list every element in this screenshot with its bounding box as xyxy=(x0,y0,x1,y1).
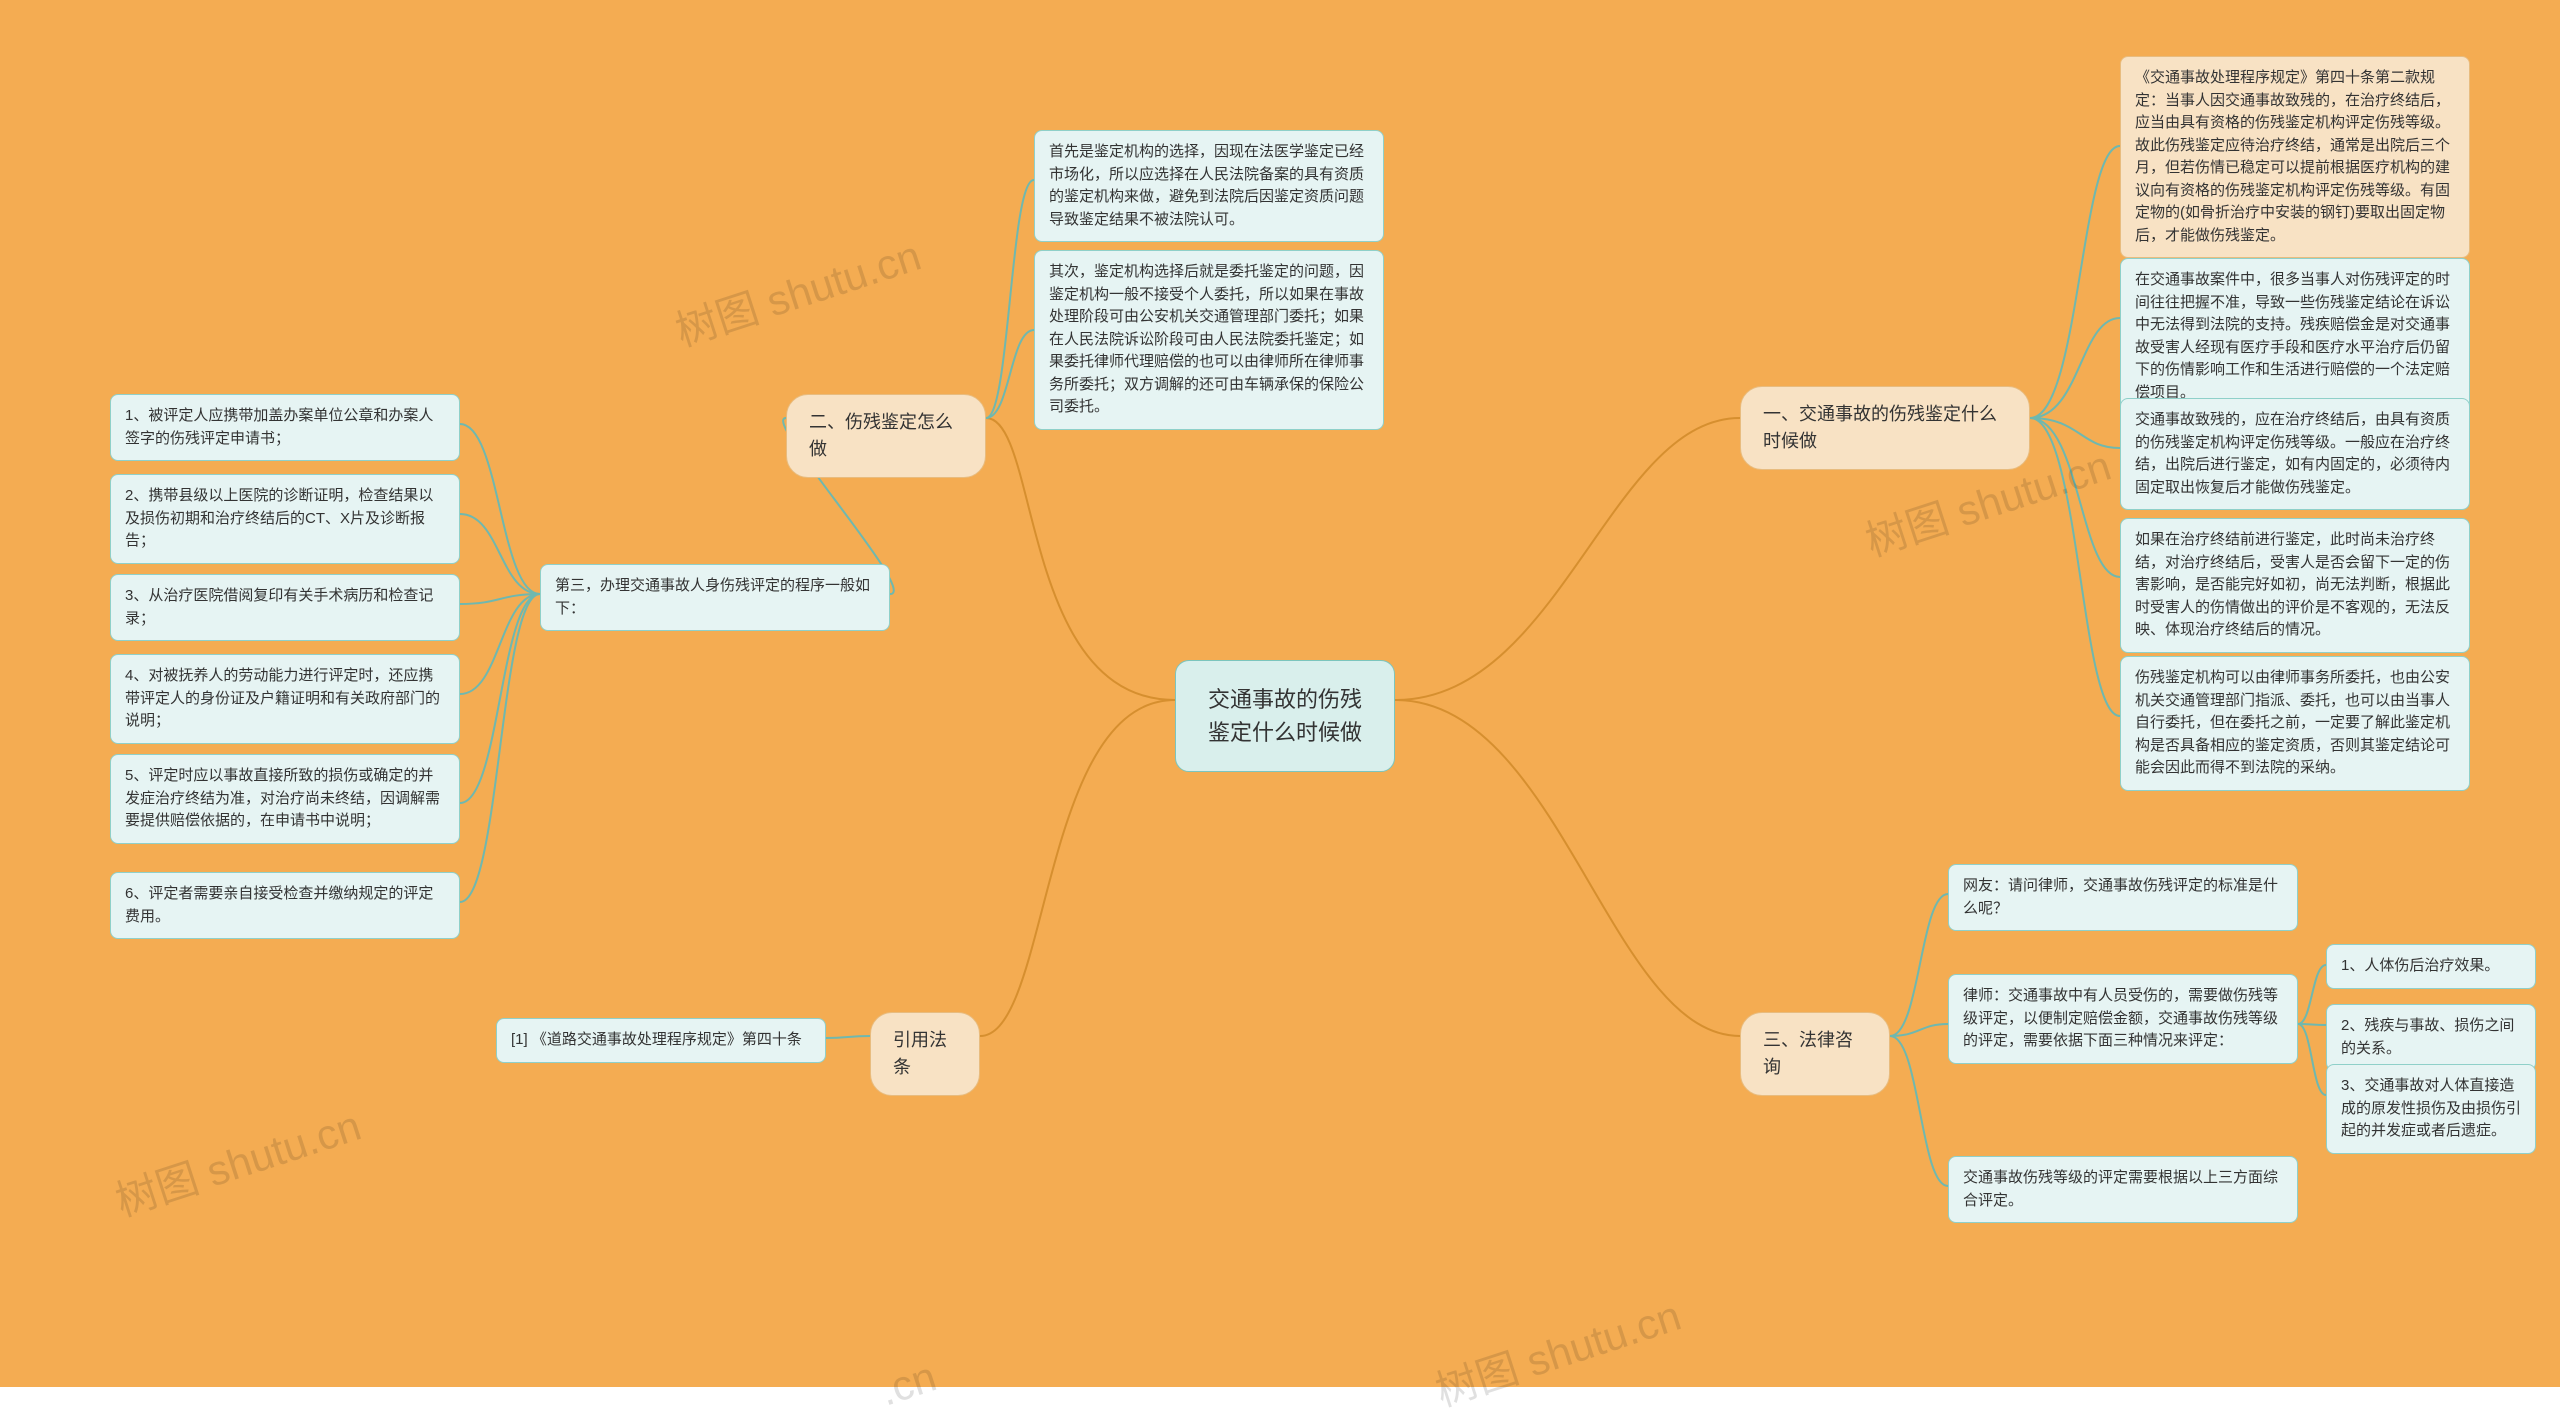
leaf-node[interactable]: 1、被评定人应携带加盖办案单位公章和办案人签字的伤残评定申请书； xyxy=(110,394,460,461)
mindmap-canvas: 交通事故的伤残鉴定什么时候做 一、交通事故的伤残鉴定什么时候做 二、伤残鉴定怎么做三… xyxy=(0,0,2560,1387)
leaf-node[interactable]: 3、从治疗医院借阅复印有关手术病历和检查记录； xyxy=(110,574,460,641)
watermark: 树图 shutu.cn xyxy=(107,1092,368,1229)
leaf-node[interactable]: 交通事故伤残等级的评定需要根据以上三方面综合评定。 xyxy=(1948,1156,2298,1223)
leaf-node[interactable]: 其次，鉴定机构选择后就是委托鉴定的问题，因鉴定机构一般不接受个人委托，所以如果在… xyxy=(1034,250,1384,430)
leaf-node[interactable]: [1] 《道路交通事故处理程序规定》第四十条 xyxy=(496,1018,826,1063)
leaf-node[interactable]: 首先是鉴定机构的选择，因现在法医学鉴定已经市场化，所以应选择在人民法院备案的具有… xyxy=(1034,130,1384,242)
leaf-node[interactable]: 在交通事故案件中，很多当事人对伤残评定的时间往往把握不准，导致一些伤残鉴定结论在… xyxy=(2120,258,2470,415)
watermark: 树图 shutu.cn xyxy=(667,222,928,359)
center-topic[interactable]: 交通事故的伤残鉴定什么时候做 xyxy=(1175,660,1395,772)
leaf-node[interactable]: 6、评定者需要亲自接受检查并缴纳规定的评定费用。 xyxy=(110,872,460,939)
branch-node[interactable]: 引用法条 xyxy=(870,1012,980,1096)
leaf-node[interactable]: 2、携带县级以上医院的诊断证明，检查结果以及损伤初期和治疗终结后的CT、X片及诊… xyxy=(110,474,460,564)
leaf-node[interactable]: 《交通事故处理程序规定》第四十条第二款规定：当事人因交通事故致残的，在治疗终结后… xyxy=(2120,56,2470,258)
leaf-node[interactable]: 网友：请问律师，交通事故伤残评定的标准是什么呢？ xyxy=(1948,864,2298,931)
leaf-node[interactable]: 3、交通事故对人体直接造成的原发性损伤及由损伤引起的并发症或者后遗症。 xyxy=(2326,1064,2536,1154)
leaf-node[interactable]: 2、残疾与事故、损伤之间的关系。 xyxy=(2326,1004,2536,1071)
leaf-node[interactable]: 如果在治疗终结前进行鉴定，此时尚未治疗终结，对治疗终结后，受害人是否会留下一定的… xyxy=(2120,518,2470,653)
leaf-node[interactable]: 律师：交通事故中有人员受伤的，需要做伤残等级评定，以便制定赔偿金额，交通事故伤残… xyxy=(1948,974,2298,1064)
leaf-node[interactable]: 1、人体伤后治疗效果。 xyxy=(2326,944,2536,989)
leaf-node[interactable]: 4、对被抚养人的劳动能力进行评定时，还应携带评定人的身份证及户籍证明和有关政府部… xyxy=(110,654,460,744)
watermark: 树图 shutu.cn xyxy=(1427,1282,1688,1419)
branch-node[interactable]: 一、交通事故的伤残鉴定什么时候做 xyxy=(1740,386,2030,470)
leaf-node[interactable]: 交通事故致残的，应在治疗终结后，由具有资质的伤残鉴定机构评定伤残等级。一般应在治… xyxy=(2120,398,2470,510)
watermark: .cn xyxy=(874,1353,942,1416)
leaf-node[interactable]: 第三，办理交通事故人身伤残评定的程序一般如下： xyxy=(540,564,890,631)
branch-node[interactable]: 二、伤残鉴定怎么做 xyxy=(786,394,986,478)
branch-node[interactable]: 三、法律咨询 xyxy=(1740,1012,1890,1096)
leaf-node[interactable]: 5、评定时应以事故直接所致的损伤或确定的并发症治疗终结为准，对治疗尚未终结，因调… xyxy=(110,754,460,844)
leaf-node[interactable]: 伤残鉴定机构可以由律师事务所委托，也由公安机关交通管理部门指派、委托，也可以由当… xyxy=(2120,656,2470,791)
